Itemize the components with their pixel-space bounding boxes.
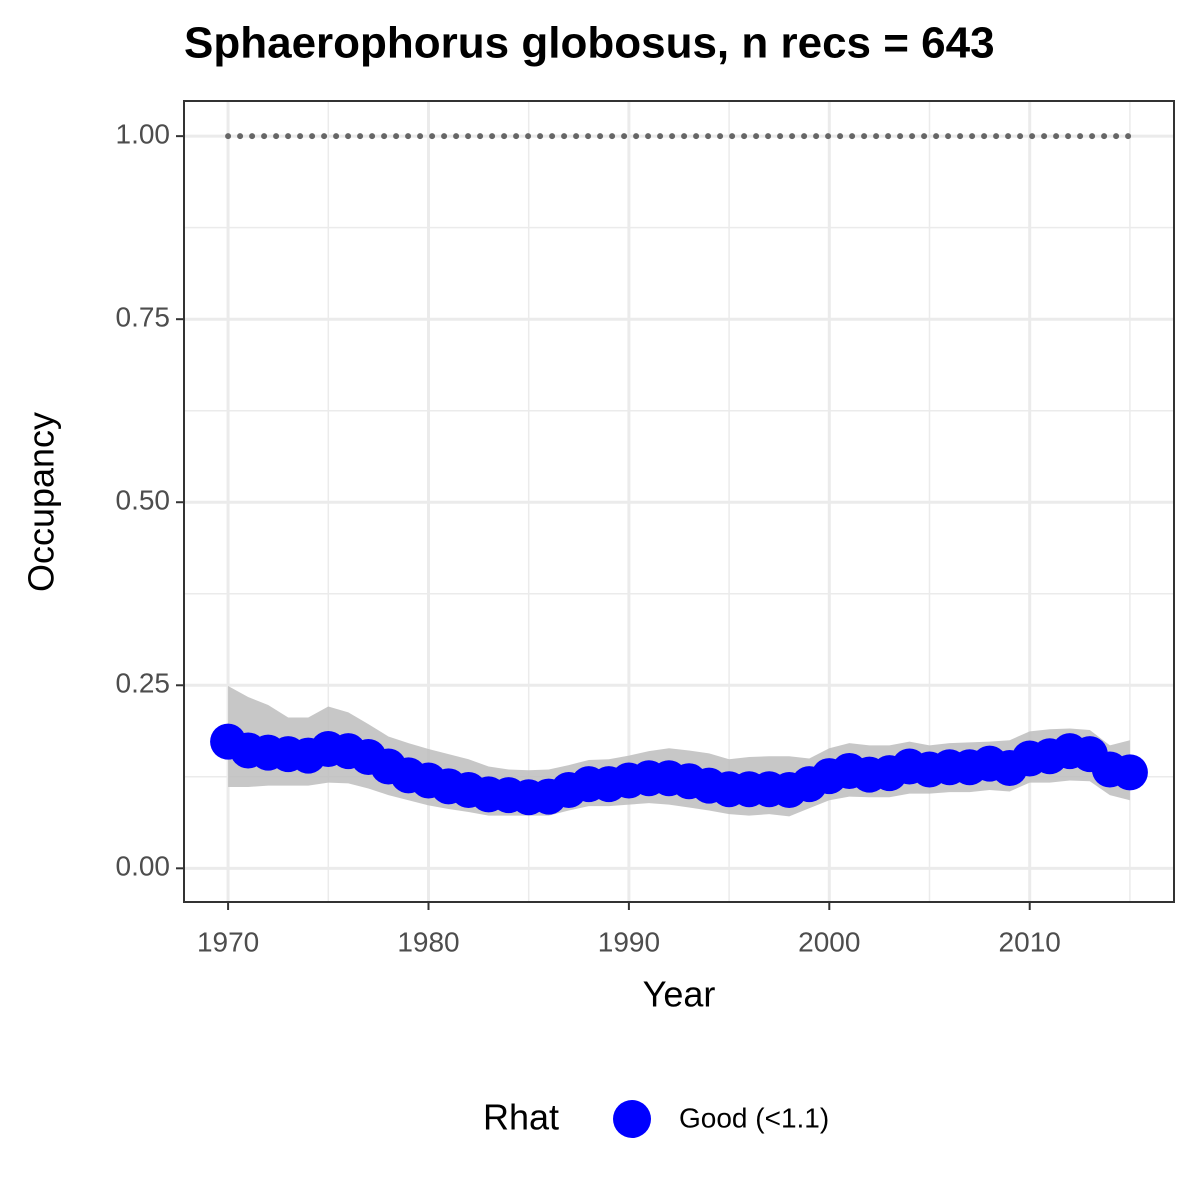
x-tick-label: 1970 [197,926,259,957]
plot-area [184,101,1174,902]
x-tick-label: 2010 [999,926,1061,957]
y-tick-label: 0.50 [116,485,171,516]
legend-label: Good (<1.1) [679,1102,829,1133]
legend-key [613,1100,651,1138]
x-tick-label: 2000 [798,926,860,957]
chart-title: Sphaerophorus globosus, n recs = 643 [184,19,995,68]
y-tick-label: 0.25 [116,668,171,699]
data-point [1111,754,1148,791]
y-tick-label: 1.00 [116,119,171,150]
y-tick-label: 0.75 [116,302,171,333]
x-axis-title: Year [643,974,716,1015]
legend-title: Rhat [483,1097,559,1138]
y-tick-label: 0.00 [116,851,171,882]
x-tick-label: 1980 [397,926,459,957]
x-tick-label: 1990 [598,926,660,957]
y-axis-title: Occupancy [21,412,62,592]
